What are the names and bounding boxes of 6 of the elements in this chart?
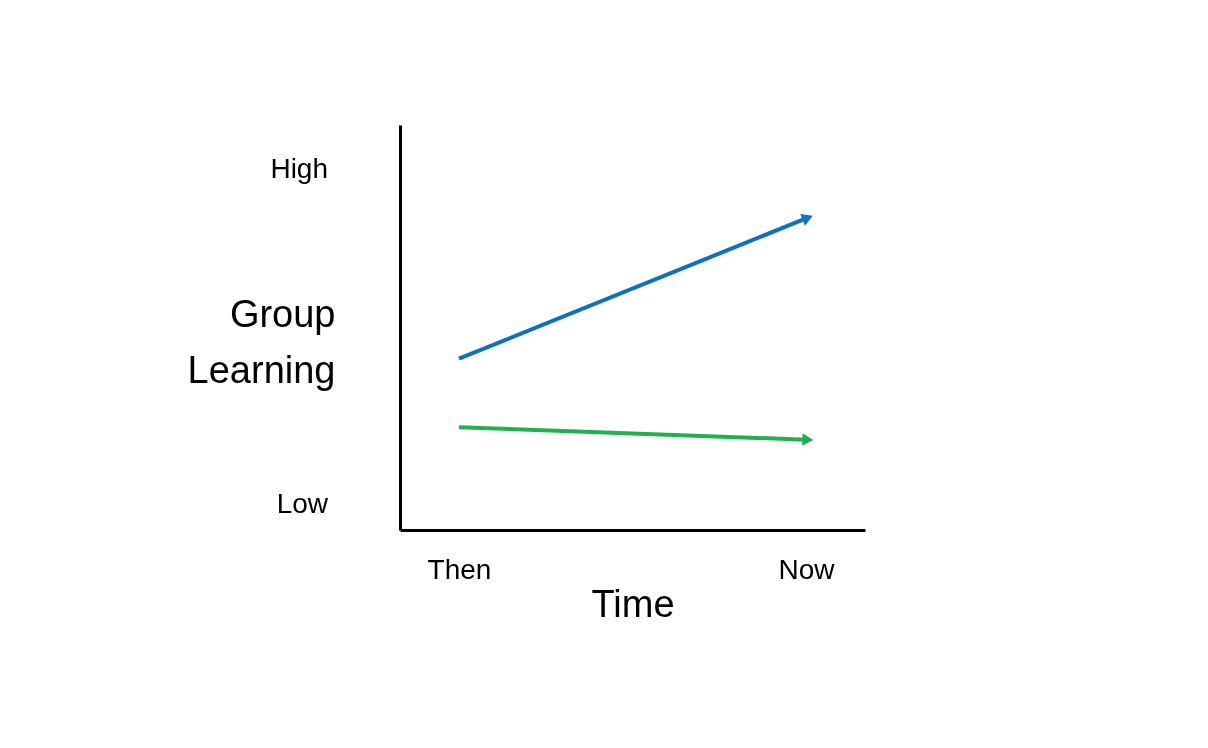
text: High: [270, 153, 328, 184]
x-tick-label: Then: [427, 553, 492, 585]
x-tick-label: Now: [778, 553, 836, 585]
text: Low: [276, 488, 329, 519]
y-axis-title: Group Learning: [187, 292, 336, 391]
x-axis-title: Time: [591, 582, 675, 625]
